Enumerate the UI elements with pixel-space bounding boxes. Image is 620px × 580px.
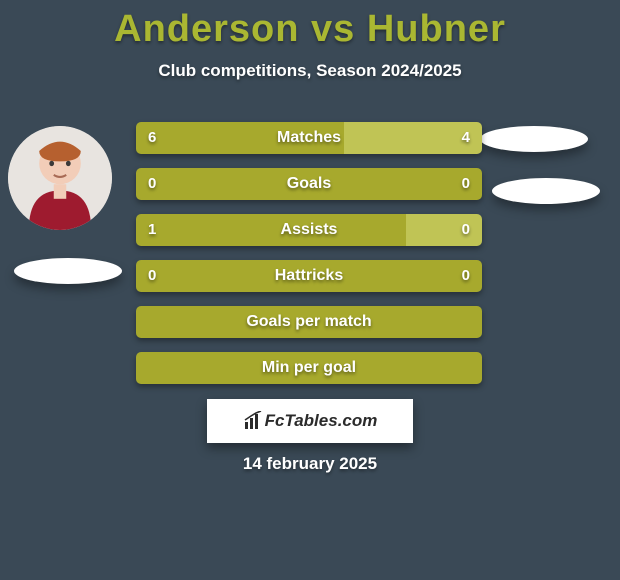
stat-label: Goals per match bbox=[136, 306, 482, 338]
player-left-avatar bbox=[8, 126, 112, 230]
stat-value-left: 0 bbox=[148, 260, 156, 292]
stat-row: Hattricks0 0 bbox=[136, 260, 482, 292]
player-right-name-pill-2 bbox=[492, 178, 600, 204]
avatar-icon bbox=[8, 126, 112, 230]
stat-row: Goals0 0 bbox=[136, 168, 482, 200]
page-title: Anderson vs Hubner bbox=[0, 0, 620, 51]
stats-container: Matches64Goals00Assists10Hattricks00Goal… bbox=[136, 122, 482, 398]
stat-label: Hattricks bbox=[136, 260, 482, 292]
stat-label: Assists bbox=[136, 214, 482, 246]
chart-icon bbox=[243, 411, 263, 431]
logo-text: FcTables.com bbox=[265, 411, 378, 431]
stat-value-left: 1 bbox=[148, 214, 156, 246]
stat-value-left: 6 bbox=[148, 122, 156, 154]
stat-label: Matches bbox=[136, 122, 482, 154]
stat-value-right: 0 bbox=[462, 260, 470, 292]
stat-row: Goals per match bbox=[136, 306, 482, 338]
stat-row: Assists1 0 bbox=[136, 214, 482, 246]
subtitle: Club competitions, Season 2024/2025 bbox=[0, 61, 620, 81]
player-right-name-pill-1 bbox=[480, 126, 588, 152]
stat-value-right: 4 bbox=[462, 122, 470, 154]
stat-value-left: 0 bbox=[148, 168, 156, 200]
source-logo: FcTables.com bbox=[207, 399, 413, 443]
stat-row: Min per goal bbox=[136, 352, 482, 384]
player-left-name-pill bbox=[14, 258, 122, 284]
stat-row: Matches6 4 bbox=[136, 122, 482, 154]
stat-label: Goals bbox=[136, 168, 482, 200]
stat-value-right: 0 bbox=[462, 168, 470, 200]
stat-value-right: 0 bbox=[462, 214, 470, 246]
date-label: 14 february 2025 bbox=[0, 454, 620, 474]
stat-label: Min per goal bbox=[136, 352, 482, 384]
